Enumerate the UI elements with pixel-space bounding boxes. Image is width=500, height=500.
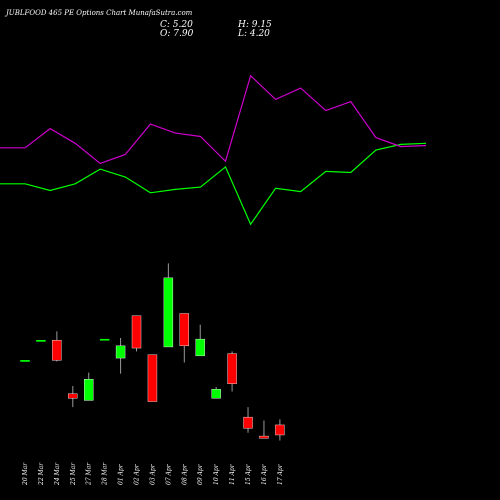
open-value: O: 7.90 bbox=[160, 29, 194, 39]
candle-body bbox=[36, 340, 46, 342]
candle-12 bbox=[195, 324, 205, 357]
x-tick-label: 10 Apr bbox=[213, 463, 220, 485]
x-axis-labels: 20 Mar 22 Mar 24 Mar 25 Mar 27 Mar 28 Mar 01 A… bbox=[22, 462, 284, 486]
candle-11 bbox=[179, 313, 190, 363]
candle-body bbox=[227, 353, 237, 384]
x-tick-label: 16 Apr bbox=[261, 463, 268, 485]
candle-13 bbox=[211, 387, 221, 399]
candle-body bbox=[259, 435, 269, 439]
candle-14 bbox=[227, 351, 237, 392]
candle-body bbox=[147, 354, 158, 402]
x-tick-label: 02 Apr bbox=[134, 463, 141, 485]
x-tick-label: 17 Apr bbox=[277, 463, 284, 485]
candle-body bbox=[52, 340, 62, 361]
x-tick-label: 24 Mar bbox=[54, 462, 61, 486]
line-series-2 bbox=[0, 74, 427, 165]
candle-5 bbox=[84, 372, 94, 401]
candle-body bbox=[84, 379, 94, 401]
x-tick-label: 25 Mar bbox=[70, 462, 77, 486]
x-tick-label: 09 Apr bbox=[197, 463, 204, 485]
high-value: H: 9.15 bbox=[238, 20, 272, 30]
candle-body bbox=[211, 389, 221, 399]
candle-body bbox=[275, 424, 285, 436]
candle-body bbox=[131, 315, 142, 349]
candle-8 bbox=[131, 315, 142, 352]
line-chart bbox=[0, 74, 427, 226]
candle-2 bbox=[36, 340, 46, 342]
line-series-1 bbox=[0, 142, 427, 226]
candle-body bbox=[20, 360, 30, 362]
candle-3 bbox=[52, 331, 62, 362]
chart-title: JUBLFOOD 465 PE Options Chart MunafaSutr… bbox=[6, 9, 193, 17]
candle-body bbox=[195, 338, 205, 357]
candle-body bbox=[243, 416, 253, 429]
x-tick-label: 03 Apr bbox=[149, 463, 156, 485]
x-tick-label: 15 Apr bbox=[245, 463, 252, 485]
x-tick-label: 01 Apr bbox=[118, 463, 125, 485]
x-tick-label: 22 Mar bbox=[38, 462, 45, 486]
candle-6 bbox=[99, 338, 110, 341]
low-value: L: 4.20 bbox=[238, 29, 270, 39]
candle-body bbox=[179, 313, 190, 347]
candle-9 bbox=[147, 354, 158, 402]
candle-10 bbox=[163, 263, 174, 348]
candle-7 bbox=[115, 338, 126, 374]
candle-4 bbox=[68, 385, 78, 408]
candle-1 bbox=[20, 360, 30, 362]
close-value: C: 5.20 bbox=[160, 20, 193, 30]
candle-body bbox=[163, 277, 174, 348]
candle-body bbox=[68, 393, 78, 399]
candlestick-chart bbox=[20, 263, 285, 441]
candle-16 bbox=[259, 420, 269, 439]
candle-body bbox=[99, 338, 110, 341]
x-tick-label: 08 Apr bbox=[181, 463, 188, 485]
candle-15 bbox=[243, 407, 253, 433]
x-tick-label: 27 Mar bbox=[86, 462, 93, 486]
candle-17 bbox=[275, 419, 285, 441]
candle-body bbox=[115, 345, 126, 359]
x-tick-label: 20 Mar bbox=[22, 462, 29, 486]
x-tick-label: 28 Mar bbox=[102, 462, 109, 486]
x-tick-label: 11 Apr bbox=[229, 463, 236, 485]
x-tick-label: 07 Apr bbox=[165, 463, 172, 485]
